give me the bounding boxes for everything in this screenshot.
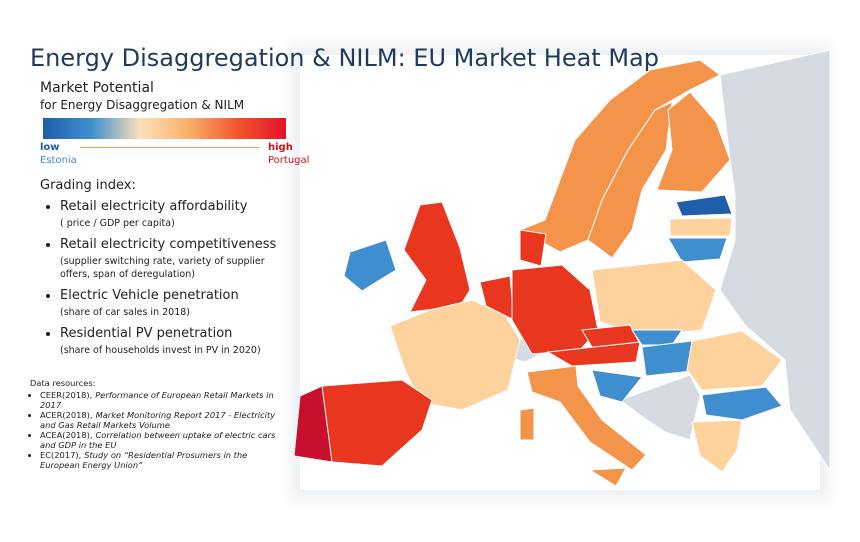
hungary (641, 340, 693, 377)
resource-title: Correlation between uptake of electric c… (40, 430, 276, 450)
resource-item: CEER(2018),Performance of European Retai… (40, 390, 280, 410)
grading-label: Retail electricity competitiveness (60, 237, 277, 252)
austria (546, 341, 641, 367)
grading-item: Retail electricity competitiveness (suppl… (60, 237, 290, 281)
high-country: Portugal (268, 155, 310, 166)
grading-label: Electric Vehicle penetration (60, 288, 239, 303)
france (389, 299, 521, 411)
grading-note: (share of households invest in PV in 202… (60, 345, 261, 356)
scale-arrow (80, 147, 260, 148)
resources-list: CEER(2018),Performance of European Retai… (30, 390, 280, 470)
resource-title: Market Monitoring Report 2017 - Electric… (40, 410, 276, 430)
resources-heading: Data resources: (30, 378, 96, 388)
grading-label: Retail electricity affordability (60, 199, 248, 214)
grading-note: (share of car sales in 2018) (60, 307, 190, 318)
sardinia (519, 407, 535, 441)
ireland (343, 239, 397, 292)
sicily (588, 467, 627, 487)
high-label: high (268, 142, 293, 153)
lithuania (667, 237, 728, 263)
resource-source: ACEA(2018), (40, 430, 93, 440)
resource-source: ACER(2018), (40, 410, 93, 420)
sweden (587, 101, 673, 259)
legend-subtitle: for Energy Disaggregation & NILM (40, 98, 245, 112)
finland (656, 91, 731, 193)
color-scale (43, 118, 286, 139)
non-eu-balkans (618, 374, 701, 441)
italy (526, 365, 647, 471)
non-eu-east (719, 49, 831, 472)
poland (591, 259, 717, 337)
resource-title: Study on “Residential Prosumers in the E… (40, 450, 248, 470)
bulgaria (701, 386, 783, 421)
legend-title: Market Potential (40, 80, 154, 96)
romania (686, 330, 783, 391)
greece (691, 419, 743, 473)
croatia (591, 369, 643, 403)
page-title: Energy Disaggregation & NILM: EU Market … (30, 44, 659, 72)
low-label: low (40, 142, 60, 153)
resource-item: ACEA(2018),Correlation between uptake of… (40, 430, 280, 450)
grading-panel: Grading index: Retail electricity afford… (40, 178, 290, 364)
grading-item: Retail electricity affordability ( price … (60, 199, 290, 230)
grading-item: Residential PV penetration (share of hous… (60, 326, 290, 357)
resource-title: Performance of European Retail Markets i… (40, 390, 274, 410)
resource-item: EC(2017),Study on “Residential Prosumers… (40, 450, 280, 470)
grading-heading: Grading index: (40, 178, 136, 193)
grading-item: Electric Vehicle penetration (share of ca… (60, 288, 290, 319)
resource-source: CEER(2018), (40, 390, 93, 400)
resources-panel: Data resources: CEER(2018),Performance o… (30, 378, 280, 470)
grading-list: Retail electricity affordability ( price … (40, 199, 290, 357)
denmark (519, 229, 547, 267)
portugal (293, 385, 333, 463)
estonia (675, 194, 733, 217)
resource-source: EC(2017), (40, 450, 82, 460)
low-country: Estonia (40, 155, 77, 166)
resource-item: ACER(2018),Market Monitoring Report 2017… (40, 410, 280, 430)
grading-note: ( price / GDP per capita) (60, 218, 175, 229)
grading-label: Residential PV penetration (60, 326, 233, 341)
grading-note: (supplier switching rate, variety of sup… (60, 256, 265, 280)
latvia (669, 217, 733, 237)
